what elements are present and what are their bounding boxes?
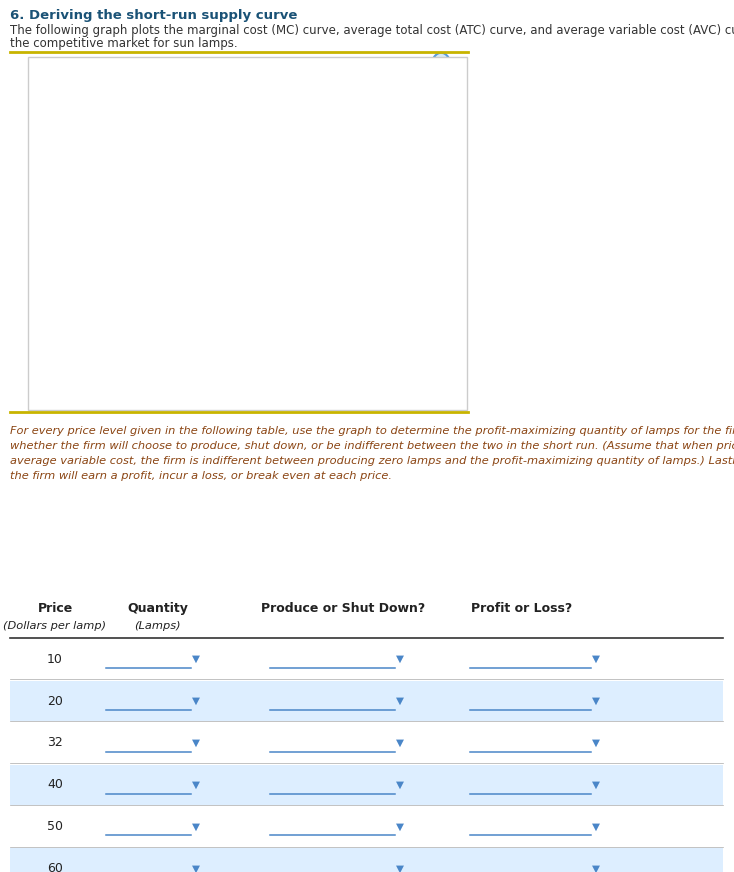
Text: 20: 20 — [47, 695, 63, 707]
Text: ▼: ▼ — [396, 821, 404, 832]
Text: ▼: ▼ — [592, 780, 600, 790]
Text: ▼: ▼ — [592, 821, 600, 832]
Text: (Lamps): (Lamps) — [134, 621, 181, 630]
Text: For every price level given in the following table, use the graph to determine t: For every price level given in the follo… — [10, 426, 734, 481]
Text: MC: MC — [159, 327, 176, 337]
Text: ▼: ▼ — [592, 696, 600, 706]
Text: 32: 32 — [47, 737, 63, 749]
Text: 10: 10 — [47, 653, 63, 665]
X-axis label: QUANTITY (Thousands of lamps): QUANTITY (Thousands of lamps) — [171, 394, 339, 404]
Text: ▼: ▼ — [192, 696, 200, 706]
Text: ▼: ▼ — [396, 863, 404, 872]
Text: 60: 60 — [47, 862, 63, 872]
Text: 6. Deriving the short-run supply curve: 6. Deriving the short-run supply curve — [10, 9, 297, 22]
Y-axis label: COSTS (Dollars): COSTS (Dollars) — [35, 183, 46, 266]
Text: ▼: ▼ — [396, 654, 404, 664]
Text: ▼: ▼ — [192, 654, 200, 664]
Text: 40: 40 — [47, 779, 63, 791]
Text: ▼: ▼ — [396, 696, 404, 706]
Text: AVC: AVC — [312, 321, 334, 330]
Text: (Dollars per lamp): (Dollars per lamp) — [4, 621, 106, 630]
Text: ▼: ▼ — [192, 780, 200, 790]
Text: ▼: ▼ — [192, 738, 200, 748]
Text: ▼: ▼ — [592, 654, 600, 664]
Text: ▼: ▼ — [396, 780, 404, 790]
Circle shape — [431, 53, 451, 83]
Text: the competitive market for sun lamps.: the competitive market for sun lamps. — [10, 37, 237, 50]
Text: ?: ? — [437, 61, 446, 75]
Text: Price: Price — [37, 602, 73, 615]
Text: The following graph plots the marginal cost (MC) curve, average total cost (ATC): The following graph plots the marginal c… — [10, 24, 734, 37]
Text: ▼: ▼ — [192, 863, 200, 872]
Text: ▼: ▼ — [192, 821, 200, 832]
Text: Produce or Shut Down?: Produce or Shut Down? — [261, 602, 426, 615]
Text: Profit or Loss?: Profit or Loss? — [470, 602, 572, 615]
Text: ▼: ▼ — [592, 863, 600, 872]
Text: Quantity: Quantity — [128, 602, 188, 615]
Text: 50: 50 — [47, 821, 63, 833]
Text: ATC: ATC — [312, 201, 333, 212]
Text: ▼: ▼ — [592, 738, 600, 748]
Text: ▼: ▼ — [396, 738, 404, 748]
